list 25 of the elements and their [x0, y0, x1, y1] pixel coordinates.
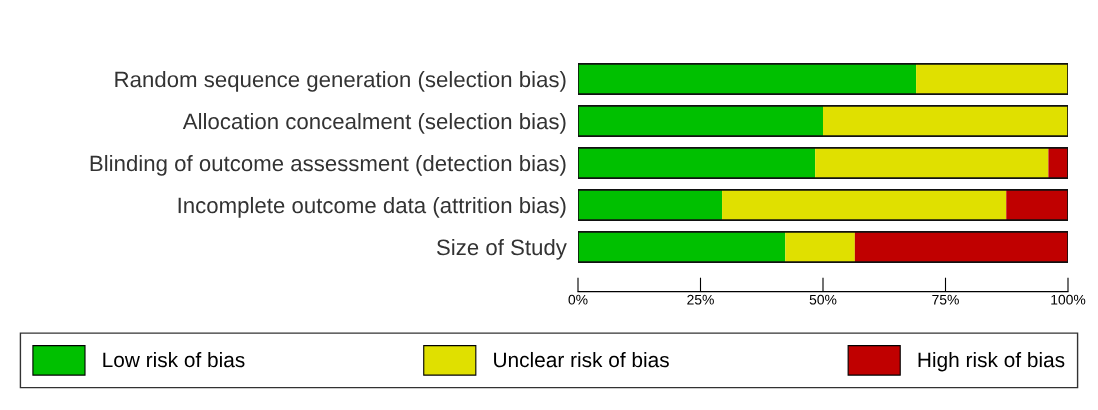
y-tick-label: Size of Study [436, 238, 567, 260]
legend-label: Low risk of bias [103, 351, 245, 368]
y-tick-label: Incomplete outcome data (attrition bias) [178, 196, 566, 218]
y-tick-label: Blinding of outcome assessment (detection bias) [90, 154, 566, 176]
bar [578, 189, 723, 221]
legend-label: High risk of bias [918, 351, 1065, 372]
bar [722, 189, 1007, 221]
bar [854, 231, 1068, 263]
x-tick-label: 75% [932, 294, 959, 305]
bar [815, 147, 1049, 179]
x-tick-label: 0% [568, 294, 588, 305]
bar [578, 63, 917, 95]
bar [578, 147, 816, 179]
bar [578, 105, 823, 137]
bar [916, 63, 1068, 95]
y-tick-label: Allocation concealment (selection bias) [182, 112, 566, 134]
legend-label: Unclear risk of bias [494, 351, 669, 368]
x-tick-label: 25% [687, 294, 714, 305]
bar [1006, 189, 1068, 221]
x-tick-label: 50% [809, 294, 837, 305]
x-tick-label: 100% [1051, 294, 1086, 305]
bar [578, 231, 786, 263]
y-tick-label: Random sequence generation (selection bias) [115, 70, 566, 92]
bar [785, 231, 855, 263]
bar [823, 105, 1068, 137]
